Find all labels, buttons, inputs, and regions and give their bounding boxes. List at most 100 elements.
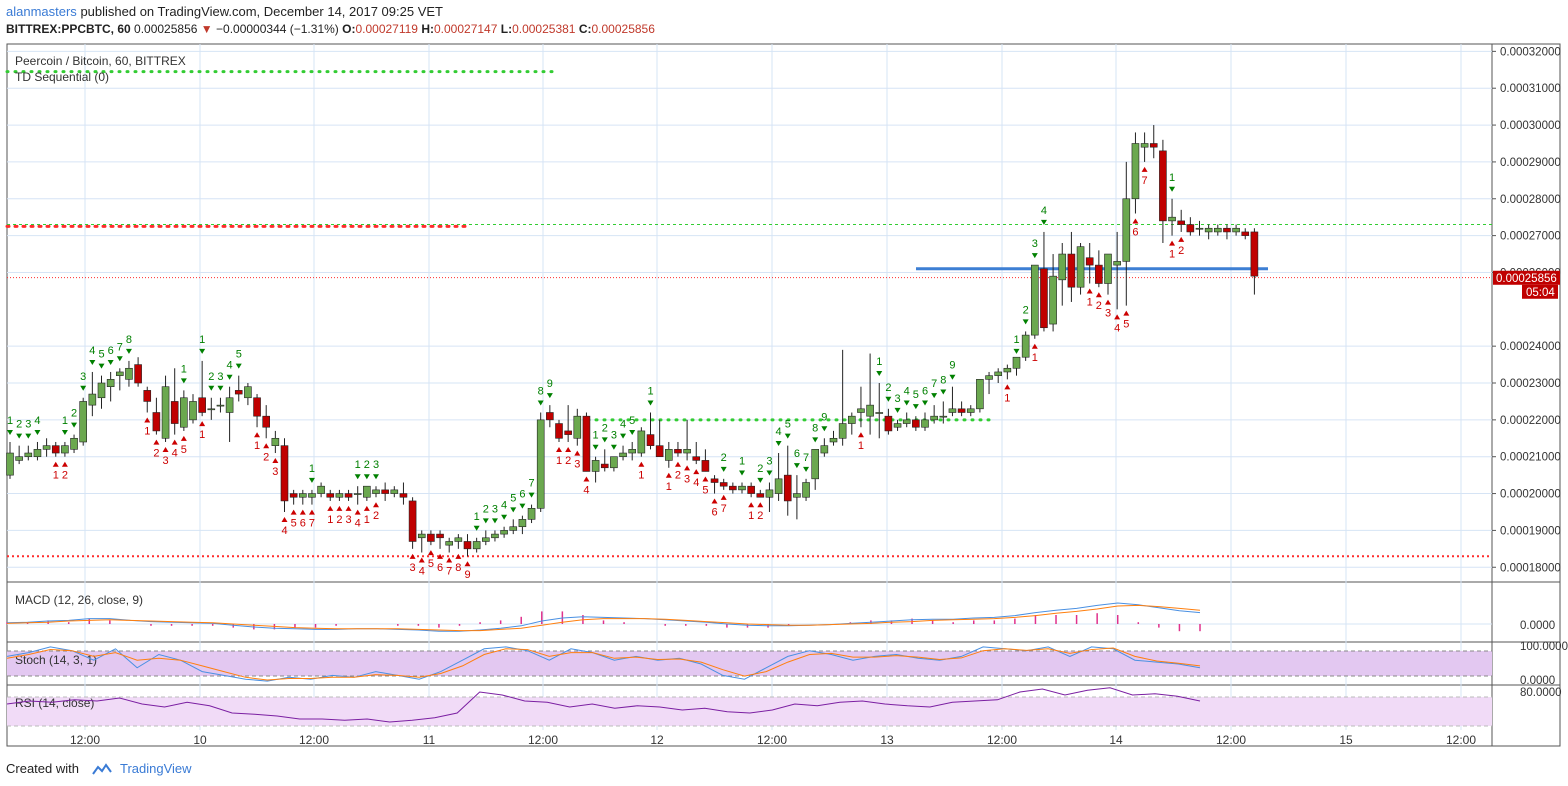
td-buy-count: 6 — [711, 507, 717, 519]
y-tick-label: 0.00032000 — [1500, 46, 1561, 58]
td-buy-arrow — [446, 557, 453, 563]
td-sell-count: 4 — [501, 500, 507, 512]
td-buy-count: 6 — [437, 562, 443, 574]
td-sell-count: 2 — [483, 503, 489, 515]
td-buy-arrow — [263, 443, 270, 449]
candle-body — [985, 375, 993, 380]
td-buy-count: 4 — [693, 477, 699, 489]
candle-body — [674, 449, 682, 454]
td-sell-count: 6 — [794, 448, 800, 460]
td-buy-arrow — [1105, 299, 1111, 305]
td-buy-arrow — [1031, 343, 1038, 349]
td-buy-count: 4 — [1114, 322, 1120, 334]
candle-body — [1168, 216, 1176, 222]
stoch-y-tick: 0.0000 — [1520, 675, 1555, 687]
candle-body — [710, 478, 719, 483]
chart-title: Peercoin / Bitcoin, 60, BITTREX — [15, 54, 186, 68]
td-sell-count: 5 — [510, 492, 516, 504]
y-tick-label: 0.00020000 — [1500, 489, 1561, 501]
candle-body — [509, 526, 518, 531]
candle-body — [921, 419, 929, 428]
td-sell-count: 2 — [208, 371, 214, 383]
td-sell-count: 9 — [547, 378, 553, 390]
candle-body — [427, 533, 435, 542]
y-tick-label: 0.00023000 — [1500, 378, 1561, 390]
td-sell-count: 5 — [629, 415, 635, 427]
td-buy-count: 4 — [583, 484, 589, 496]
candle-body — [152, 412, 161, 432]
x-tick-label: 12:00 — [987, 733, 1017, 747]
td-sell-arrow — [308, 477, 315, 483]
candle-body — [912, 419, 920, 428]
td-sell-count: 4 — [904, 385, 910, 397]
candle-body — [1085, 257, 1094, 266]
candle-body — [664, 449, 673, 461]
td-buy-count: 3 — [345, 514, 351, 526]
td-sell-arrow — [116, 356, 123, 362]
price-scale-frame — [1491, 43, 1561, 747]
candle-body — [454, 537, 463, 542]
candle-body — [1113, 261, 1121, 266]
td-buy-count: 3 — [272, 466, 278, 478]
stoch-k-line — [6, 646, 1201, 682]
macd-title: MACD (12, 26, close, 9) — [15, 593, 143, 607]
td-sell-arrow — [876, 371, 883, 377]
candle-body — [637, 430, 646, 454]
candle-body — [1131, 143, 1140, 200]
td-sell-count: 3 — [217, 371, 223, 383]
candle-body — [417, 533, 426, 539]
td-sell-count: 8 — [538, 385, 544, 397]
candle-body — [298, 493, 307, 498]
td-buy-count: 2 — [153, 448, 159, 460]
td-buy-arrow — [638, 461, 645, 467]
td-buy-count: 2 — [675, 470, 681, 482]
candle-body — [1040, 268, 1048, 329]
candle-body — [161, 386, 170, 439]
td-buy-count: 1 — [556, 455, 562, 467]
td-sell-count: 4 — [776, 426, 782, 438]
candle-body — [600, 463, 609, 469]
candle-body — [1140, 143, 1149, 148]
td-sell-arrow — [793, 463, 800, 469]
td-buy-count: 2 — [1178, 245, 1184, 257]
td-sell-count: 3 — [611, 430, 617, 442]
author-link[interactable]: alanmasters — [6, 4, 77, 19]
candle-body — [436, 533, 444, 539]
td-sell-arrow — [1040, 219, 1047, 225]
candle-body — [564, 430, 572, 435]
candle-body — [1067, 253, 1076, 288]
td-sell-count: 7 — [528, 478, 534, 490]
td-buy-count: 1 — [1004, 392, 1010, 404]
td-buy-count: 5 — [291, 518, 297, 530]
td-sell-count: 1 — [1013, 334, 1019, 346]
td-sell-arrow — [949, 374, 956, 380]
td-buy-count: 1 — [666, 481, 672, 493]
td-buy-arrow — [665, 472, 672, 478]
td-sell-arrow — [1013, 348, 1020, 354]
close-value: 0.00025856 — [591, 22, 655, 36]
td-buy-count: 4 — [172, 448, 178, 460]
td-buy-count: 1 — [1169, 249, 1175, 261]
candle-body — [491, 533, 499, 539]
td-buy-arrow — [583, 476, 590, 482]
footer: Created with TradingView — [6, 761, 192, 777]
candle-body — [957, 408, 966, 413]
td-buy-count: 2 — [62, 470, 68, 482]
y-tick-label: 0.00027000 — [1500, 231, 1561, 243]
td-buy-count: 9 — [464, 569, 470, 581]
candle-body — [1232, 227, 1240, 233]
td-sell-arrow — [739, 470, 745, 476]
td-buy-count: 2 — [263, 451, 269, 463]
candle-body — [1223, 227, 1231, 233]
tradingview-link[interactable]: TradingView — [120, 761, 192, 776]
candle-body — [170, 401, 179, 424]
td-buy-arrow — [144, 417, 151, 423]
td-buy-arrow — [373, 502, 379, 508]
td-sell-arrow — [482, 518, 489, 524]
td-sell-count: 2 — [602, 422, 608, 434]
td-buy-arrow — [254, 432, 261, 438]
candle-body — [472, 541, 481, 550]
td-sell-count: 9 — [949, 360, 955, 372]
td-sell-count: 3 — [492, 503, 498, 515]
